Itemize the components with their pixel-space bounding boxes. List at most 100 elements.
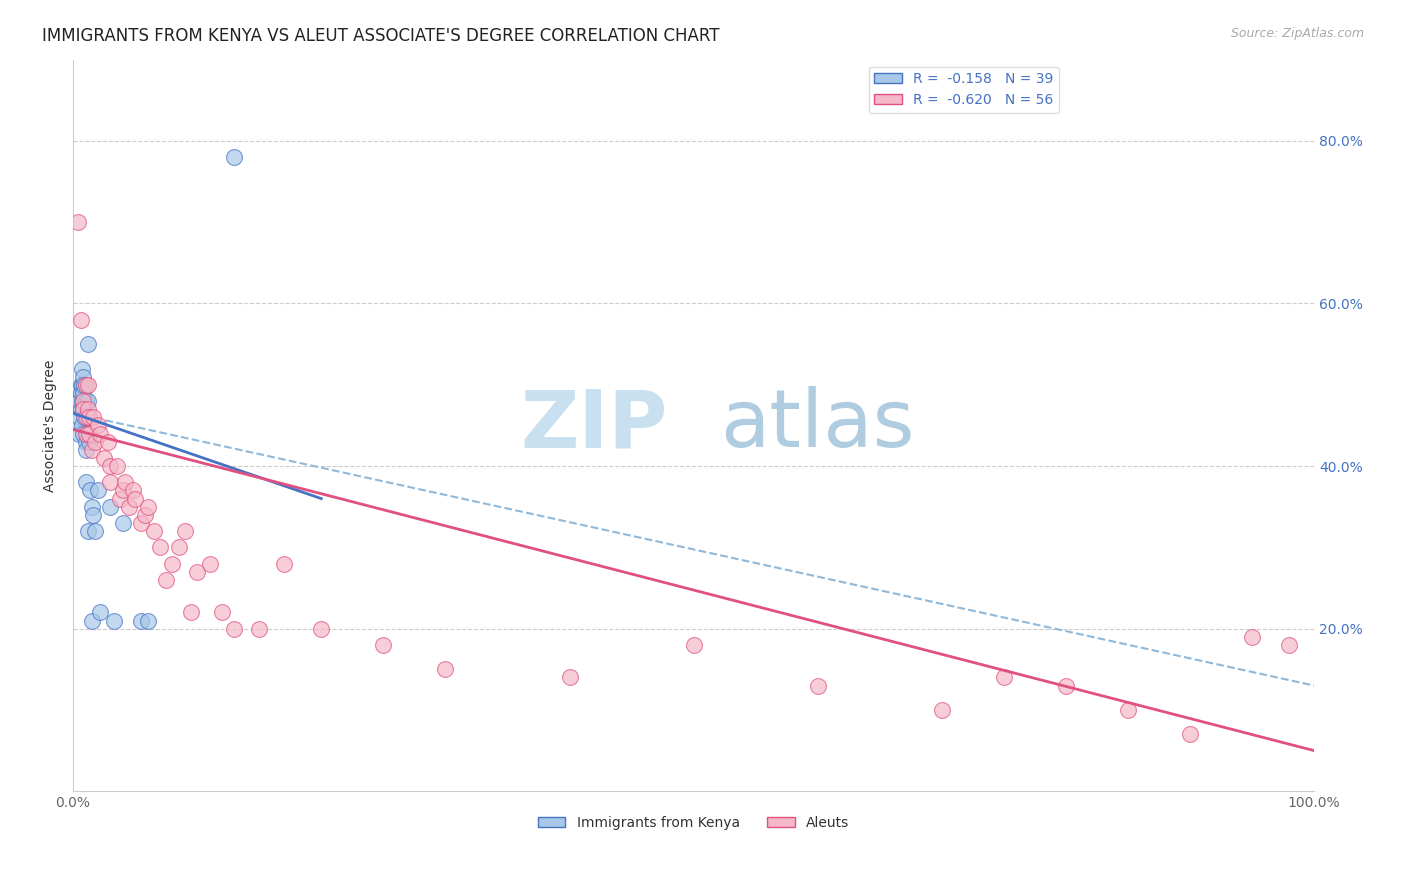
Point — [69, 402, 91, 417]
Point — [77, 434, 100, 449]
Point — [72, 394, 94, 409]
Point — [224, 622, 246, 636]
Point — [67, 410, 90, 425]
Point — [558, 670, 581, 684]
Point — [72, 369, 94, 384]
Point — [72, 402, 94, 417]
Point — [173, 524, 195, 538]
Point — [75, 410, 97, 425]
Point — [82, 508, 104, 522]
Point — [136, 614, 159, 628]
Point — [70, 377, 93, 392]
Point — [434, 662, 457, 676]
Point — [155, 573, 177, 587]
Point — [76, 410, 98, 425]
Point — [105, 459, 128, 474]
Text: IMMIGRANTS FROM KENYA VS ALEUT ASSOCIATE'S DEGREE CORRELATION CHART: IMMIGRANTS FROM KENYA VS ALEUT ASSOCIATE… — [42, 27, 720, 45]
Point — [77, 337, 100, 351]
Point — [167, 541, 190, 555]
Point — [69, 312, 91, 326]
Point — [75, 394, 97, 409]
Point — [72, 385, 94, 400]
Point — [87, 418, 110, 433]
Point — [77, 394, 100, 409]
Point — [73, 377, 96, 392]
Point — [807, 679, 830, 693]
Point — [111, 483, 134, 498]
Point — [224, 150, 246, 164]
Point — [77, 426, 100, 441]
Point — [89, 426, 111, 441]
Point — [79, 483, 101, 498]
Point — [75, 434, 97, 449]
Point — [80, 614, 103, 628]
Point — [67, 215, 90, 229]
Point — [311, 622, 333, 636]
Point — [75, 475, 97, 490]
Point — [682, 638, 704, 652]
Point — [77, 410, 100, 425]
Point — [69, 377, 91, 392]
Text: Source: ZipAtlas.com: Source: ZipAtlas.com — [1230, 27, 1364, 40]
Point — [211, 606, 233, 620]
Point — [93, 450, 115, 465]
Point — [72, 402, 94, 417]
Point — [70, 361, 93, 376]
Y-axis label: Associate's Degree: Associate's Degree — [44, 359, 58, 491]
Point — [89, 606, 111, 620]
Point — [84, 524, 107, 538]
Point — [70, 418, 93, 433]
Point — [149, 541, 172, 555]
Point — [69, 385, 91, 400]
Point — [67, 426, 90, 441]
Point — [77, 377, 100, 392]
Point — [76, 426, 98, 441]
Point — [121, 483, 143, 498]
Point — [84, 434, 107, 449]
Point — [73, 410, 96, 425]
Point — [1054, 679, 1077, 693]
Point — [162, 557, 184, 571]
Point — [75, 442, 97, 457]
Point — [131, 614, 153, 628]
Point — [136, 500, 159, 514]
Point — [1116, 703, 1139, 717]
Point — [70, 394, 93, 409]
Point — [186, 565, 208, 579]
Point — [98, 459, 121, 474]
Point — [131, 516, 153, 530]
Point — [77, 402, 100, 417]
Legend: Immigrants from Kenya, Aleuts: Immigrants from Kenya, Aleuts — [531, 811, 855, 836]
Point — [142, 524, 165, 538]
Point — [373, 638, 395, 652]
Point — [98, 475, 121, 490]
Text: atlas: atlas — [720, 386, 915, 465]
Point — [111, 516, 134, 530]
Point — [67, 394, 90, 409]
Point — [180, 606, 202, 620]
Point — [80, 442, 103, 457]
Point — [993, 670, 1015, 684]
Point — [198, 557, 221, 571]
Point — [80, 500, 103, 514]
Point — [118, 500, 141, 514]
Point — [75, 377, 97, 392]
Point — [134, 508, 156, 522]
Point — [114, 475, 136, 490]
Text: ZIP: ZIP — [520, 386, 668, 465]
Point — [87, 483, 110, 498]
Point — [931, 703, 953, 717]
Point — [97, 434, 120, 449]
Point — [1278, 638, 1301, 652]
Point — [82, 410, 104, 425]
Point — [75, 426, 97, 441]
Point — [110, 491, 132, 506]
Point — [72, 426, 94, 441]
Point — [1178, 727, 1201, 741]
Point — [273, 557, 295, 571]
Point — [247, 622, 270, 636]
Point — [103, 614, 125, 628]
Point — [1241, 630, 1264, 644]
Point — [77, 524, 100, 538]
Point — [98, 500, 121, 514]
